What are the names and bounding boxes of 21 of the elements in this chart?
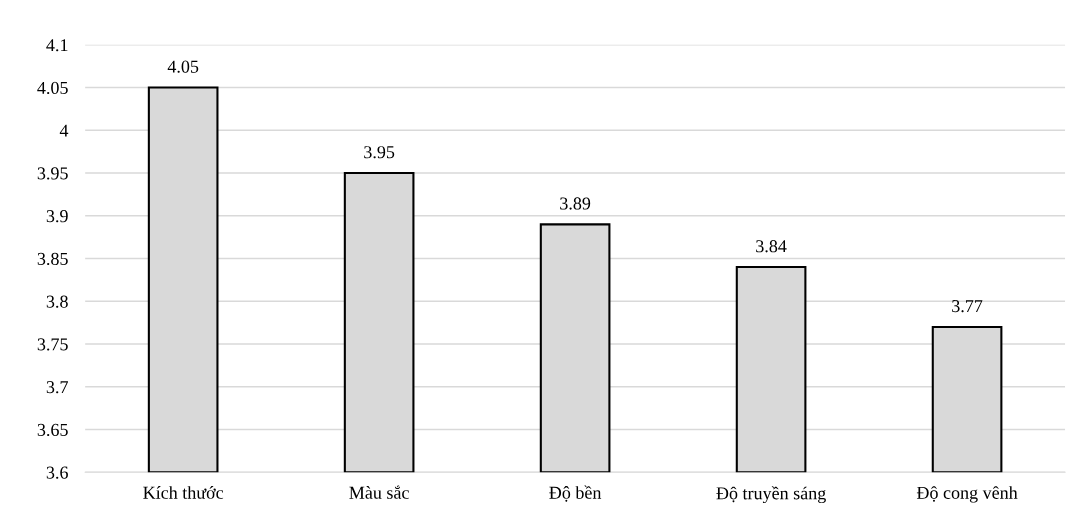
x-tick-label: Kích thước	[143, 486, 224, 499]
y-tick-label: 4.1	[46, 39, 68, 52]
data-label: 3.95	[364, 146, 395, 159]
x-tick-label: Độ truyền sáng	[716, 486, 826, 504]
y-tick-label: 3.9	[46, 210, 68, 223]
y-tick-label: 3.7	[46, 381, 68, 394]
x-tick-label: Độ cong vênh	[916, 486, 1018, 503]
y-tick-label: 3.6	[46, 466, 68, 479]
y-tick-label: 4	[59, 124, 69, 137]
y-tick-label: 3.85	[37, 252, 68, 266]
y-tick-label: 4.05	[37, 81, 68, 95]
y-tick-label: 3.95	[37, 167, 68, 180]
x-tick-label: Màu sắc	[349, 485, 409, 499]
data-label: 3.84	[756, 240, 787, 253]
y-tick-label: 3.65	[37, 423, 68, 437]
y-tick-label: 3.8	[46, 295, 68, 308]
data-label: 3.77	[952, 300, 983, 313]
data-label: 4.05	[167, 60, 199, 73]
y-tick-label: 3.75	[37, 338, 68, 351]
x-tick-label: Độ bền	[549, 485, 602, 502]
data-label: 3.89	[560, 197, 591, 210]
